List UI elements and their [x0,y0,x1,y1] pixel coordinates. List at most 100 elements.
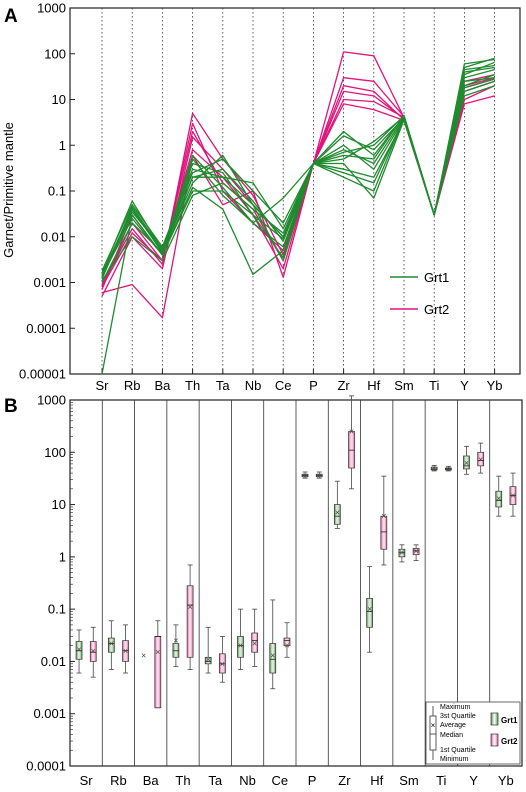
mean-marker-grt2-rb: × [123,646,128,656]
x-tick-label-rb: Rb [110,773,127,788]
mean-marker-grt1-yb: × [496,494,501,504]
series-line-grt1 [101,64,495,275]
panel-b: B 1000 100 10 1 0.1 0.01 0.001 0.0001 Sr Rb Ba Th T… [4,393,523,788]
mean-marker-grt1-th: × [173,636,178,646]
x-tick-label-ba: Ba [154,378,171,393]
panel-a-letter: A [4,6,18,27]
mean-marker-grt2-th: × [187,602,192,612]
y-tick-label: 0.00001 [19,367,66,382]
x-tick-label-nb: Nb [239,773,256,788]
box-legend-max: Maximum [440,704,471,711]
panel-a: A 1000 100 10 1 0.1 0.01 0.001 0.0001 0.00001 Sr… [1,1,521,393]
mean-marker-grt2-sr: × [91,646,96,656]
y-tick-label: 1000 [37,1,66,16]
y-tick-label: 0.01 [41,229,66,244]
mean-marker-grt1-nb: × [238,641,243,651]
box-grt2-nb [251,632,259,653]
x-tick-label-th: Th [175,773,190,788]
box-legend-grt2-label: Grt2 [501,737,518,746]
box-grt1-zr [333,504,341,525]
panel-b-y-axis: 1000 100 10 1 0.1 0.01 0.001 0.0001 [26,393,75,774]
x-tick-label-zr: Zr [337,378,350,393]
box-legend-average: Average [440,722,466,729]
panel-a-y-axis: 1000 100 10 1 0.1 0.01 0.001 0.0001 0.00001 [19,1,75,382]
x-tick-label-yb: Yb [487,378,503,393]
box-grt1-y [463,455,470,470]
y-tick-label: 100 [44,445,66,460]
mean-marker-grt1-sm: × [399,548,404,558]
box-grt2-ta [219,653,226,674]
box-grt2-hf [380,515,388,550]
mean-marker-grt1-rb: × [109,639,114,649]
y-tick-label: 10 [52,497,66,512]
x-tick-label-y: Y [460,378,469,393]
mean-marker-grt2-yb: × [510,490,515,500]
series-line-grt2 [101,78,495,288]
box-grt2-th [186,585,194,658]
mean-marker-grt1-ti: × [432,463,437,473]
mean-marker-grt2-zr: × [349,426,354,436]
y-tick-label: 1 [59,549,66,564]
box-legend-grt2-swatch [490,733,499,747]
series-line-grt1 [101,78,495,375]
box-legend-mean-marker: × [431,721,436,730]
x-tick-label-ta: Ta [208,773,223,788]
panel-a-grid [101,8,496,374]
series-line-grt1 [101,66,495,280]
x-tick-label-ce: Ce [275,378,292,393]
series-line-grt1 [101,57,495,275]
box-grt2-ce [283,637,291,647]
x-tick-label-sr: Sr [80,773,94,788]
series-line-grt1 [101,58,495,272]
y-tick-label: 10 [52,92,66,107]
x-tick-label-hf: Hf [367,378,380,393]
box-grt2-sm [412,548,420,556]
panel-a-legend: Grt1 Grt2 [390,270,449,317]
y-tick-label: 0.1 [48,602,66,617]
box-grt1-rb [107,637,115,653]
mean-marker-grt2-y: × [478,455,483,465]
box-legend-box [429,715,437,751]
mean-marker-grt2-ba: × [155,647,160,657]
mean-marker-grt2-hf: × [381,511,386,521]
x-tick-label-sm: Sm [394,378,414,393]
x-tick-label-nb: Nb [245,378,262,393]
mean-marker-grt2-nb: × [252,639,257,649]
mean-marker-grt1-ta: × [206,654,211,664]
box-grt2-y [477,451,485,467]
y-tick-label: 0.01 [41,654,66,669]
mean-marker-grt1-p: × [302,470,307,480]
mean-marker-grt1-y: × [464,458,469,468]
y-tick-label: 1000 [37,393,66,408]
box-legend-grt1-label: Grt1 [501,716,518,725]
legend-grt1-label: Grt1 [424,270,449,285]
y-tick-label: 0.001 [33,275,66,290]
box-grt1-ce [269,643,277,674]
x-tick-label-ba: Ba [143,773,160,788]
panel-b-letter: B [4,396,18,417]
x-tick-label-p: P [308,773,317,788]
y-tick-label: 0.1 [48,184,66,199]
mean-marker-grt1-hf: × [367,604,372,614]
x-tick-label-ce: Ce [272,773,289,788]
box-legend-grt1-swatch [490,712,499,726]
x-tick-label-y: Y [469,773,478,788]
x-tick-label-ta: Ta [216,378,231,393]
x-tick-label-p: P [309,378,318,393]
x-tick-label-rb: Rb [124,378,141,393]
panel-a-frame [69,7,521,375]
x-tick-label-sr: Sr [96,378,110,393]
box-legend-min: Minimum [440,756,469,763]
x-tick-label-hf: Hf [370,773,383,788]
box-legend-q3: 3st Quartile [440,713,476,720]
box-legend-frame [425,701,521,765]
mean-marker-grt2-ta: × [220,659,225,669]
mean-marker-grt1-zr: × [335,508,340,518]
y-tick-label: 1 [59,138,66,153]
mean-marker-grt2-ce: × [284,641,289,651]
box-grt1-hf [366,598,373,628]
panel-b-legend: × Maximum 3st Quartile Average Median 1s… [425,701,521,765]
panel-a-x-axis: Sr Rb Ba Th Ta Nb Ce P Zr Hf Sm Ti Y Yb [96,369,503,393]
mean-marker-grt2-sm: × [413,546,418,556]
panel-b-x-axis: Sr Rb Ba Th Ta Nb Ce P Zr Hf Sm Ti Y Yb [80,773,514,788]
